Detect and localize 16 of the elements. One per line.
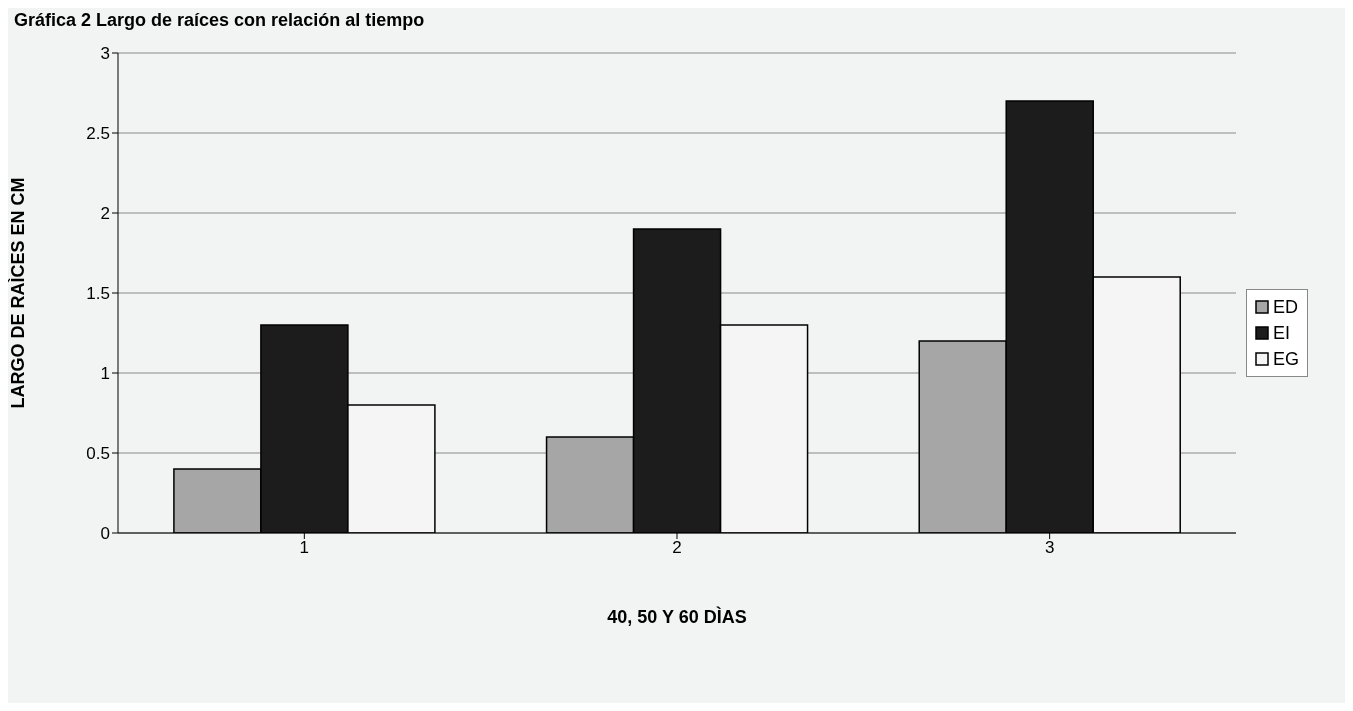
x-tick-label: 1 [299,538,310,558]
x-tick-label: 3 [1044,538,1055,558]
y-tick-label: 1.5 [86,284,110,304]
y-tick-label: 0.5 [86,444,110,464]
chart-title: Gráfica 2 Largo de raíces con relación al tiempo [13,9,426,32]
x-axis-title: 40, 50 Y 60 DÌAS [607,606,747,627]
legend-label: ED [1272,296,1298,319]
y-tick-label: 0 [100,524,110,544]
y-tick-label: 1 [100,364,110,384]
legend-label: EG [1272,348,1299,371]
y-tick-label: 2.5 [86,124,110,144]
y-tick-label: 3 [100,44,110,64]
x-tick-label: 2 [672,538,682,558]
y-tick-label: 2 [100,204,110,224]
y-axis-title: LARGO DE RAÌCES EN CM [7,177,29,409]
legend-label: EI [1272,322,1290,345]
